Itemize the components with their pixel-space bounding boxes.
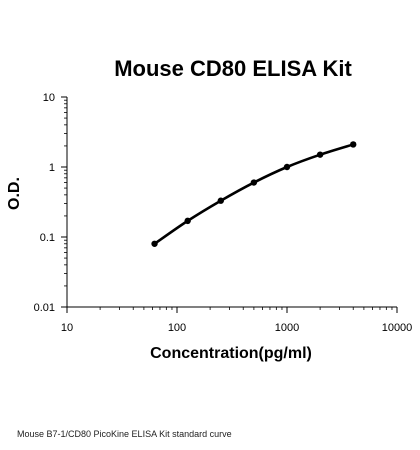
data-point [283, 163, 291, 171]
chart-title: Mouse CD80 ELISA Kit [114, 56, 352, 81]
y-tick-label: 10 [43, 92, 55, 104]
y-tick-label: 0.1 [40, 232, 55, 244]
data-point [350, 141, 357, 148]
y-axis-label: O.D. [6, 177, 23, 210]
data-point [151, 240, 158, 247]
x-tick-label: 10 [61, 322, 73, 334]
data-point [217, 197, 224, 204]
y-tick-label: 0.01 [34, 302, 55, 314]
standard-curve-line [153, 143, 355, 246]
y-tick-label: 1 [49, 162, 55, 174]
data-point [250, 179, 258, 186]
x-axis-label: Concentration(pg/ml) [150, 345, 312, 362]
x-tick-label: 10000 [382, 322, 413, 334]
x-tick-label: 100 [168, 322, 186, 334]
x-tick-label: 1000 [275, 322, 299, 334]
data-point [316, 151, 324, 158]
data-point [184, 217, 191, 225]
figure-caption: Mouse B7-1/CD80 PicoKine ELISA Kit stand… [17, 429, 232, 439]
